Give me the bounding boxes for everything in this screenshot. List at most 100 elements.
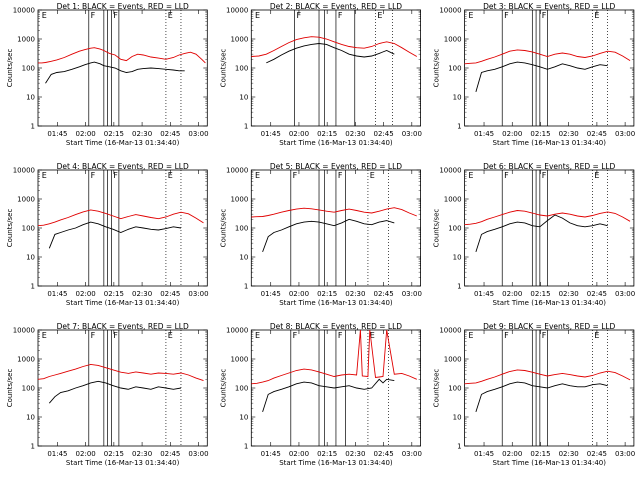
panel-title: Det 1: BLACK = Events, RED = LLD (57, 2, 189, 11)
y-tick-label: 100 (22, 65, 35, 73)
x-tick-label: 03:00 (615, 450, 635, 458)
events-series-line (48, 221, 182, 249)
x-axis-label: Start Time (16-Mar-13 01:34:40) (279, 139, 393, 147)
chart-panel-det-4: Det 4: BLACK = Events, RED = LLD 1 10 100 10… (6, 162, 209, 307)
x-axis-label: Start Time (16-Mar-13 01:34:40) (493, 459, 607, 467)
y-tick-label: 10 (239, 254, 248, 262)
y-tick-label: 10 (26, 254, 35, 262)
y-tick-label: 1 (31, 123, 35, 131)
y-tick-label: 1 (244, 283, 248, 291)
y-tick-label: 1 (31, 443, 35, 451)
x-tick-label: 02:45 (374, 290, 394, 298)
event-marker-letter: E (370, 331, 375, 340)
y-tick-label: 1 (457, 443, 461, 451)
chart-panel-det-1: Det 1: BLACK = Events, RED = LLD 1 10 100 10… (6, 2, 209, 147)
y-tick-label: 1 (244, 123, 248, 131)
event-marker-letter: E (468, 11, 473, 20)
x-axis-label: Start Time (16-Mar-13 01:34:40) (279, 299, 393, 307)
x-tick-label: 01:45 (47, 450, 67, 458)
x-tick-label: 01:45 (261, 290, 281, 298)
y-axis-label: Counts/sec (219, 49, 227, 88)
y-tick-label: 1 (457, 283, 461, 291)
y-tick-label: 100 (22, 225, 35, 233)
y-tick-label: 10000 (439, 167, 461, 175)
x-tick-label: 02:15 (530, 290, 550, 298)
x-tick-label: 02:15 (317, 290, 337, 298)
event-marker-letter: F (504, 331, 509, 340)
events-series-line (262, 218, 395, 253)
y-tick-label: 1000 (444, 356, 462, 364)
y-axis-label: Counts/sec (433, 209, 441, 248)
lld-series-line (37, 209, 204, 227)
x-tick-label: 02:45 (587, 290, 607, 298)
y-tick-label: 100 (448, 385, 461, 393)
x-tick-label: 01:45 (474, 130, 494, 138)
x-tick-label: 02:00 (76, 450, 96, 458)
panel-title: Det 2: BLACK = Events, RED = LLD (270, 2, 402, 11)
y-axis-label: Counts/sec (219, 209, 227, 248)
plot-frame (464, 329, 635, 447)
event-marker-letter: E (168, 331, 173, 340)
event-marker-letter: F (338, 11, 343, 20)
y-tick-label: 10000 (439, 7, 461, 15)
x-tick-label: 02:15 (317, 450, 337, 458)
chart-panel-det-3: Det 3: BLACK = Events, RED = LLD 1 10 100 10… (433, 2, 636, 147)
x-tick-label: 02:30 (132, 130, 152, 138)
x-tick-label: 01:45 (47, 290, 67, 298)
panel-title: Det 6: BLACK = Events, RED = LLD (483, 162, 615, 171)
panel-title: Det 7: BLACK = Events, RED = LLD (57, 322, 189, 331)
y-tick-label: 10 (26, 94, 35, 102)
plot-frame (37, 169, 208, 287)
chart-panel-det-2: Det 2: BLACK = Events, RED = LLD 1 10 100 10… (219, 2, 422, 147)
y-axis-label: Counts/sec (219, 369, 227, 408)
y-tick-label: 10 (453, 254, 462, 262)
x-tick-label: 02:00 (289, 450, 309, 458)
x-tick-label: 02:00 (502, 130, 522, 138)
x-tick-label: 02:15 (530, 130, 550, 138)
x-tick-label: 02:45 (587, 450, 607, 458)
x-axis-label: Start Time (16-Mar-13 01:34:40) (66, 139, 180, 147)
chart-panel-det-8: Det 8: BLACK = Events, RED = LLD 1 10 100 10… (219, 322, 422, 467)
y-tick-label: 10000 (226, 7, 248, 15)
event-marker-letter: E (168, 11, 173, 20)
event-marker-letter: F (542, 11, 547, 20)
x-tick-label: 01:45 (474, 290, 494, 298)
event-marker-letter: F (91, 171, 96, 180)
x-axis-label: Start Time (16-Mar-13 01:34:40) (493, 299, 607, 307)
event-marker-letter: F (296, 11, 301, 20)
event-marker-letter: F (113, 331, 118, 340)
event-marker-letter: E (255, 11, 260, 20)
y-tick-label: 1000 (230, 356, 248, 364)
y-axis-label: Counts/sec (6, 49, 14, 88)
y-tick-label: 1000 (17, 356, 35, 364)
x-tick-label: 02:45 (160, 290, 180, 298)
event-marker-letter: E (468, 171, 473, 180)
x-tick-label: 02:15 (104, 290, 124, 298)
event-marker-letter: E (594, 331, 599, 340)
plot-frame (464, 169, 635, 287)
y-tick-label: 10 (239, 414, 248, 422)
x-tick-label: 02:00 (502, 290, 522, 298)
lld-series-line (251, 329, 417, 385)
y-tick-label: 10000 (13, 7, 35, 15)
y-tick-label: 1000 (444, 196, 462, 204)
x-tick-label: 02:45 (587, 130, 607, 138)
y-tick-label: 100 (448, 225, 461, 233)
y-tick-label: 1000 (444, 36, 462, 44)
events-series-line (475, 61, 608, 93)
x-tick-label: 02:00 (502, 450, 522, 458)
panel-title: Det 8: BLACK = Events, RED = LLD (270, 322, 402, 331)
event-marker-letter: E (594, 171, 599, 180)
event-marker-letter: F (338, 331, 343, 340)
x-tick-label: 01:45 (47, 130, 67, 138)
lld-series-line (251, 207, 417, 218)
x-tick-label: 03:00 (615, 130, 635, 138)
panel-title: Det 9: BLACK = Events, RED = LLD (483, 322, 615, 331)
x-tick-label: 03:00 (402, 290, 422, 298)
lld-series-line (37, 363, 204, 382)
y-tick-label: 1000 (17, 196, 35, 204)
events-series-line (475, 381, 608, 413)
events-series-line (262, 378, 395, 413)
x-tick-label: 02:00 (76, 290, 96, 298)
